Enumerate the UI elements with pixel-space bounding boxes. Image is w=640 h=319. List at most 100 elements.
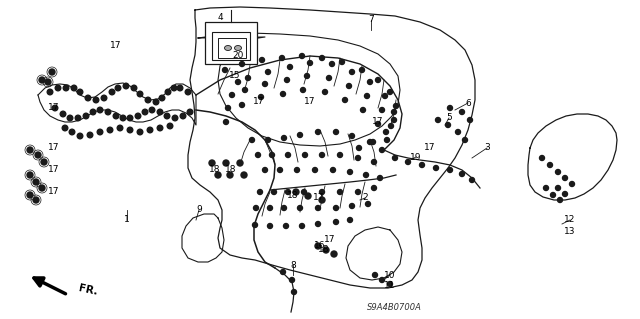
Circle shape	[223, 160, 229, 166]
Circle shape	[97, 107, 103, 113]
Circle shape	[120, 115, 126, 121]
Circle shape	[185, 89, 191, 95]
Circle shape	[215, 172, 221, 178]
Circle shape	[342, 98, 348, 102]
Circle shape	[349, 70, 355, 75]
Text: 17: 17	[313, 194, 324, 203]
Text: 2: 2	[362, 194, 368, 203]
Circle shape	[135, 113, 141, 119]
Text: 9: 9	[196, 205, 202, 214]
Circle shape	[127, 127, 133, 133]
Circle shape	[392, 109, 397, 115]
Circle shape	[349, 133, 355, 138]
Circle shape	[27, 147, 33, 153]
Circle shape	[301, 87, 305, 93]
Circle shape	[323, 90, 328, 94]
Circle shape	[387, 281, 392, 286]
Circle shape	[315, 243, 321, 249]
Circle shape	[172, 115, 178, 121]
Text: 15: 15	[229, 70, 241, 79]
Circle shape	[209, 160, 215, 166]
Circle shape	[378, 175, 383, 181]
Circle shape	[294, 167, 300, 173]
Circle shape	[319, 152, 324, 158]
Circle shape	[159, 95, 165, 101]
Circle shape	[556, 186, 561, 190]
Circle shape	[376, 78, 381, 83]
Circle shape	[164, 113, 170, 119]
Circle shape	[563, 175, 568, 181]
Text: 5: 5	[446, 114, 452, 122]
Circle shape	[27, 192, 33, 198]
Circle shape	[376, 122, 381, 127]
Circle shape	[280, 270, 285, 275]
Circle shape	[266, 70, 271, 75]
Circle shape	[371, 186, 376, 190]
Text: 20: 20	[232, 50, 244, 60]
Text: 18: 18	[225, 166, 237, 174]
Circle shape	[467, 117, 472, 122]
Text: 17: 17	[253, 98, 265, 107]
Circle shape	[167, 123, 173, 129]
Circle shape	[243, 87, 248, 93]
Ellipse shape	[234, 46, 241, 50]
Circle shape	[105, 109, 111, 115]
Circle shape	[547, 162, 552, 167]
Circle shape	[337, 152, 342, 158]
Circle shape	[372, 272, 378, 278]
Circle shape	[346, 84, 351, 88]
Circle shape	[63, 85, 69, 91]
Circle shape	[165, 89, 171, 95]
Circle shape	[365, 202, 371, 206]
Circle shape	[406, 160, 410, 165]
Circle shape	[123, 83, 129, 89]
Circle shape	[445, 122, 451, 128]
Circle shape	[392, 155, 397, 160]
Circle shape	[250, 137, 255, 143]
Circle shape	[301, 189, 307, 195]
Circle shape	[316, 130, 321, 135]
Ellipse shape	[225, 46, 232, 50]
Circle shape	[239, 62, 244, 66]
Circle shape	[278, 167, 282, 173]
Circle shape	[147, 127, 153, 133]
Circle shape	[39, 77, 45, 83]
Circle shape	[262, 167, 268, 173]
Circle shape	[543, 186, 548, 190]
Text: 11: 11	[384, 280, 396, 290]
Circle shape	[319, 189, 324, 195]
Circle shape	[90, 109, 96, 115]
Circle shape	[287, 64, 292, 70]
Circle shape	[77, 133, 83, 139]
Circle shape	[289, 278, 294, 283]
Circle shape	[60, 111, 66, 117]
Circle shape	[385, 137, 390, 143]
Circle shape	[77, 89, 83, 95]
Circle shape	[187, 109, 193, 115]
Circle shape	[348, 218, 353, 222]
Circle shape	[172, 85, 177, 91]
Text: 17: 17	[48, 166, 60, 174]
Circle shape	[348, 169, 353, 174]
Circle shape	[259, 94, 264, 100]
Circle shape	[550, 192, 556, 197]
Circle shape	[470, 177, 474, 182]
Circle shape	[67, 115, 73, 121]
Circle shape	[177, 85, 183, 91]
Circle shape	[285, 152, 291, 158]
Circle shape	[223, 120, 228, 124]
Circle shape	[387, 90, 392, 94]
Circle shape	[447, 167, 452, 173]
Circle shape	[435, 117, 440, 122]
Circle shape	[239, 102, 244, 108]
Circle shape	[392, 117, 397, 122]
Circle shape	[331, 251, 337, 257]
Circle shape	[360, 68, 365, 72]
Circle shape	[145, 97, 151, 103]
Circle shape	[312, 167, 317, 173]
Bar	[218, 38, 246, 58]
Circle shape	[298, 132, 303, 137]
Circle shape	[556, 169, 561, 174]
Text: 19: 19	[410, 152, 422, 161]
Circle shape	[456, 130, 461, 135]
